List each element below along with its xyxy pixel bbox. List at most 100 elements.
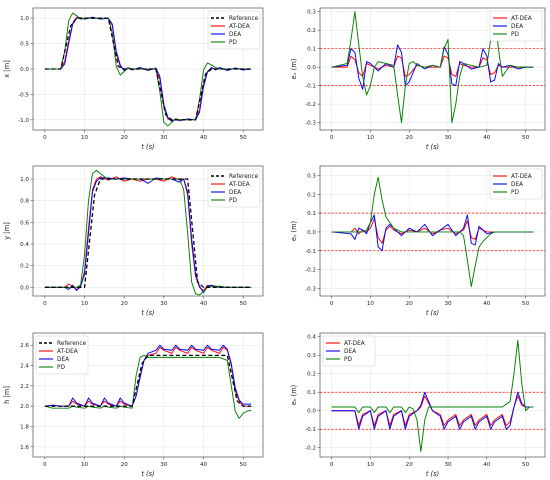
x-tick-label: 50 [240, 135, 248, 141]
y-tick-label: -0.3 [305, 121, 316, 127]
x-tick-label: 10 [81, 462, 89, 468]
legend-label: Reference [229, 16, 259, 22]
y-tick-label: 0.3 [307, 173, 316, 179]
y-position-plot: 0 10 20 30 40 50 0.0 0.2 0.4 0.6 0.8 1.0 t (s) y [m] R… [3, 165, 264, 317]
legend: Reference AT-DEA DEA PD [35, 335, 89, 375]
x-tick-label: 0 [43, 301, 47, 307]
x-tick-label: 50 [240, 462, 248, 468]
y-tick-label: 0.4 [20, 242, 29, 248]
legend-label: PD [511, 190, 519, 196]
legend-label: AT-DEA [511, 16, 532, 22]
legend: Reference AT-DEA DEA PD [207, 168, 261, 208]
series-line-at-dea [331, 395, 534, 427]
y-tick-label: 1.6 [20, 445, 29, 451]
legend-label: DEA [344, 349, 356, 355]
series-line-reference [44, 17, 252, 121]
y-tick-label: -0.3 [305, 286, 316, 292]
legend-label: Reference [57, 341, 87, 347]
series-line-dea [44, 177, 252, 294]
x-tick-label: 40 [483, 462, 491, 468]
x-tick-label: 20 [121, 462, 129, 468]
y-tick-label: 0.2 [20, 264, 29, 270]
legend-label: PD [57, 365, 65, 371]
plot-frame [319, 332, 546, 458]
y-tick-label: 0.0 [307, 409, 316, 415]
plot-frame [32, 332, 264, 458]
legend: AT-DEA DEA PD [322, 335, 376, 367]
y-tick-label: 1.0 [20, 16, 29, 22]
y-axis-label: eₓ (m) [290, 59, 298, 80]
x-tick-label: 20 [121, 301, 129, 307]
y-tick-label: 0.2 [307, 372, 316, 378]
series-line-reference [44, 354, 252, 407]
series-line-dea [44, 344, 252, 407]
x-tick-label: 30 [160, 301, 168, 307]
y-tick-label: -0.5 [18, 92, 29, 98]
y-tick-label: 0.0 [20, 67, 29, 73]
y-tick-label: 0.8 [20, 199, 29, 205]
x-position-plot: 0 10 20 30 40 50 -1.0 -0.5 0.0 0.5 1.0 t (s) x [m] Re… [3, 7, 264, 151]
x-tick-label: 10 [367, 135, 375, 141]
y-tick-label: -0.1 [305, 249, 316, 255]
x-tick-label: 40 [483, 135, 491, 141]
legend-box [207, 10, 261, 50]
x-axis-label: t (s) [426, 470, 439, 478]
legend: AT-DEA DEA PD [489, 168, 543, 200]
x-tick-label: 10 [81, 135, 89, 141]
series-line-at-dea [331, 218, 534, 244]
x-tick-label: 30 [160, 135, 168, 141]
y-tick-label: -0.2 [305, 446, 316, 452]
y-tick-label: 0.1 [307, 47, 316, 53]
series-line-at-dea [44, 346, 252, 407]
series-line-pd [44, 169, 252, 296]
y-tick-label: -0.1 [305, 84, 316, 90]
x-tick-label: 50 [522, 462, 530, 468]
x-tick-label: 0 [330, 462, 334, 468]
y-tick-label: 1.0 [20, 177, 29, 183]
y-tick-label: 0.1 [307, 390, 316, 396]
legend-label: PD [229, 198, 237, 204]
series-line-dea [331, 391, 534, 430]
series-line-reference [44, 178, 252, 288]
y-axis-label: x [m] [3, 60, 11, 78]
x-tick-label: 0 [330, 135, 334, 141]
legend-label: DEA [57, 357, 69, 363]
y-tick-label: 0.2 [307, 28, 316, 34]
y-tick-label: 1.8 [20, 425, 29, 431]
x-tick-label: 20 [406, 135, 414, 141]
y-tick-label: -0.2 [305, 268, 316, 274]
x-tick-label: 30 [160, 462, 168, 468]
plot-frame [319, 165, 546, 297]
legend-label: AT-DEA [229, 182, 250, 188]
y-tick-label: 2.0 [20, 404, 29, 410]
y-axis-label: eᵧ (m) [290, 221, 298, 241]
y-axis-label: y [m] [3, 222, 11, 240]
y-tick-label: 2.4 [20, 364, 29, 370]
legend-label: DEA [511, 24, 523, 30]
y-tick-label: 0.0 [20, 285, 29, 291]
height-error-plot: 0 10 20 30 40 50 -0.2 -0.1 0.0 0.1 0.2 0.3 0.4 t (s) e… [290, 332, 546, 478]
x-tick-label: 10 [367, 301, 375, 307]
x-tick-label: 40 [200, 462, 208, 468]
x-tick-label: 0 [43, 462, 47, 468]
legend: AT-DEA DEA PD [489, 10, 543, 42]
legend-label: AT-DEA [344, 341, 365, 347]
legend-label: AT-DEA [57, 349, 78, 355]
series-line-pd [44, 354, 252, 419]
y-tick-label: 0.3 [307, 10, 316, 16]
legend-label: PD [511, 32, 519, 38]
legend-label: DEA [229, 190, 241, 196]
legend-label: DEA [229, 32, 241, 38]
x-tick-label: 40 [200, 135, 208, 141]
x-axis-label: t (s) [141, 143, 154, 151]
x-tick-label: 50 [522, 301, 530, 307]
y-error-plot: 0 10 20 30 40 50 -0.3 -0.2 -0.1 0.0 0.1 0.2 0.3 t (s)… [290, 165, 546, 317]
x-tick-label: 50 [240, 301, 248, 307]
y-tick-label: 0.0 [307, 230, 316, 236]
x-tick-label: 50 [522, 135, 530, 141]
x-tick-label: 30 [444, 301, 452, 307]
legend-label: PD [344, 357, 352, 363]
legend-label: PD [229, 40, 237, 46]
y-axis-label: eₕ (m) [290, 385, 298, 405]
